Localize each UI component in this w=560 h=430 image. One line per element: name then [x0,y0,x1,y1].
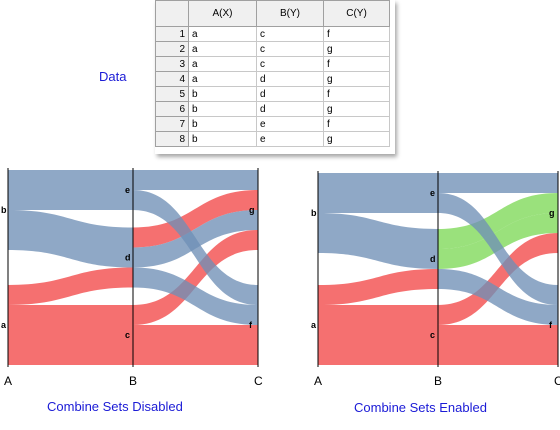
corner-cell[interactable] [155,0,189,27]
node-label-e: e [125,185,130,195]
cell-b[interactable]: d [256,101,324,117]
cell-c[interactable]: f [323,116,390,132]
cell-c[interactable]: g [323,131,390,147]
sankey-flow [318,269,438,305]
column-header[interactable]: A(X) [188,0,257,27]
cell-c[interactable]: f [323,56,390,72]
column-header[interactable]: C(Y) [323,0,390,27]
sankey-flow [438,193,558,249]
cell-a[interactable]: b [188,86,257,102]
cell-b[interactable]: e [256,131,324,147]
cell-a[interactable]: b [188,101,257,117]
sankey-flow [133,190,258,248]
row-number-cell[interactable]: 3 [155,56,189,72]
node-label-b: b [311,208,317,218]
table-header-row: A(X) B(Y) C(Y) [155,0,390,27]
cell-a[interactable]: a [188,56,257,72]
caption-combine-disabled: Combine Sets Disabled [47,399,183,414]
sankey-flow [438,173,558,193]
node-label-f: f [249,320,253,330]
row-number-cell[interactable]: 4 [155,71,189,87]
cell-b[interactable]: c [256,26,324,42]
sankey-flow [8,305,133,365]
sankey-chart-combine-disabled: b a e d c g f A B C [1,168,263,388]
cell-c[interactable]: f [323,86,390,102]
sankey-flow [318,173,438,213]
sankey-flow [438,325,558,365]
node-label-b: b [1,205,7,215]
node-label-a: a [311,320,317,330]
sankey-flow [438,233,558,325]
axis-label-a: A [314,374,322,388]
axis-label-c: C [554,374,560,388]
sankey-flow [8,210,133,268]
axis-label-a: A [4,374,12,388]
sankey-flow [438,193,558,305]
cell-a[interactable]: a [188,41,257,57]
row-number-cell[interactable]: 2 [155,41,189,57]
row-number-cell[interactable]: 5 [155,86,189,102]
cell-b[interactable]: c [256,41,324,57]
node-label-a: a [1,320,7,330]
sankey-flow [133,190,258,305]
column-header[interactable]: B(Y) [256,0,324,27]
node-label-g: g [549,208,555,218]
node-label-c: c [125,330,130,340]
axis-label-b: B [434,374,442,388]
cell-a[interactable]: b [188,131,257,147]
node-label-f: f [549,320,553,330]
sankey-flow [133,267,258,325]
axis-label-b: B [129,374,137,388]
sankey-flow [438,269,558,325]
data-label: Data [99,69,127,84]
sankey-flow [8,267,133,305]
node-label-c: c [430,330,435,340]
cell-c[interactable]: g [323,71,390,87]
node-label-e: e [430,188,435,198]
cell-a[interactable]: a [188,26,257,42]
sankey-flow [133,170,258,190]
cell-b[interactable]: c [256,56,324,72]
sankey-flow [318,213,438,269]
cell-c[interactable]: f [323,26,390,42]
sankey-flow [133,325,258,365]
row-number-cell[interactable]: 1 [155,26,189,42]
row-number-cell[interactable]: 8 [155,131,189,147]
sankey-chart-combine-enabled: b a e d c g f A B C [311,171,560,388]
node-label-d: d [430,254,436,264]
node-label-g: g [249,205,255,215]
axis-label-c: C [254,374,263,388]
node-label-d: d [125,253,131,263]
caption-combine-enabled: Combine Sets Enabled [354,400,487,415]
cell-a[interactable]: b [188,116,257,132]
cell-b[interactable]: d [256,71,324,87]
cell-c[interactable]: g [323,101,390,117]
cell-b[interactable]: d [256,86,324,102]
sankey-flow [133,230,258,325]
row-number-cell[interactable]: 6 [155,101,189,117]
row-number-cell[interactable]: 7 [155,116,189,132]
cell-c[interactable]: g [323,41,390,57]
sankey-flow [8,170,133,210]
cell-a[interactable]: a [188,71,257,87]
sankey-flow [318,305,438,365]
cell-b[interactable]: e [256,116,324,132]
